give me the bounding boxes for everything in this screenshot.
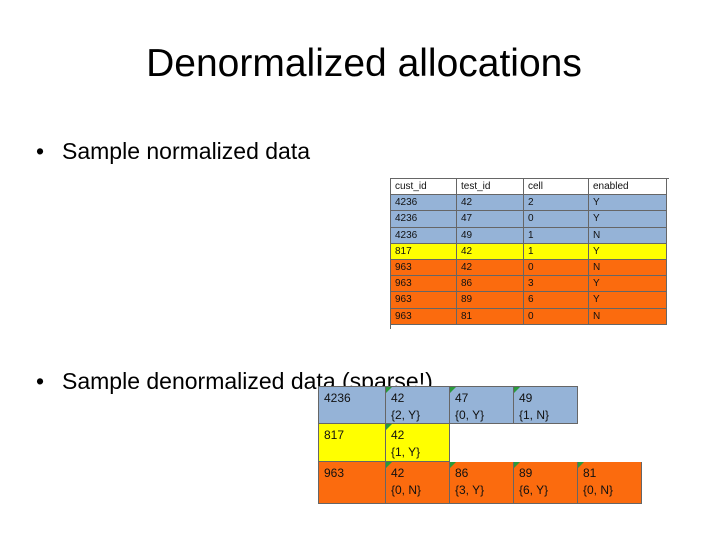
- bullet: Sample normalized data: [36, 138, 310, 165]
- table-cell: 42: [457, 195, 524, 212]
- header-cell: cell: [524, 179, 589, 196]
- slide-title: Denormalized allocations: [146, 42, 582, 85]
- table-cell: Y: [589, 292, 667, 309]
- normalized-table: cust_id test_id cell enabled 4236 42 2 Y 4236 47 0…: [390, 178, 669, 329]
- table-cell: 1: [524, 243, 589, 260]
- test-id: 47: [455, 391, 469, 405]
- test-cell: 42 {1, Y}: [386, 424, 450, 462]
- table-cell: 3: [524, 276, 589, 293]
- cust-cell: 963: [318, 462, 386, 504]
- test-id: 49: [519, 391, 533, 405]
- table-cell: 963: [391, 276, 457, 293]
- test-cell: 81 {0, N}: [578, 462, 642, 504]
- test-id: 86: [455, 466, 469, 480]
- test-value: {1, Y}: [391, 445, 421, 459]
- table-cell: N: [589, 260, 667, 277]
- table-cell: N: [589, 227, 667, 244]
- table-cell: 817: [391, 243, 457, 260]
- table-cell: 4236: [391, 195, 457, 212]
- table-cell: N: [589, 308, 667, 325]
- table-cell: 0: [524, 308, 589, 325]
- table-cell: 49: [457, 227, 524, 244]
- header-cell: enabled: [589, 179, 667, 196]
- test-value: {2, Y}: [391, 408, 421, 422]
- header-cell: test_id: [457, 179, 524, 196]
- table-cell: 963: [391, 260, 457, 277]
- test-cell: 47 {0, Y}: [450, 386, 514, 424]
- table-cell: 2: [524, 195, 589, 212]
- table-cell: Y: [589, 276, 667, 293]
- cust-cell: 4236: [318, 386, 386, 424]
- test-value: {0, N}: [391, 483, 422, 497]
- table-cell: 89: [457, 292, 524, 309]
- test-cell: 42 {0, N}: [386, 462, 450, 504]
- table-cell: 0: [524, 260, 589, 277]
- cust-cell: 817: [318, 424, 386, 462]
- test-cell: 86 {3, Y}: [450, 462, 514, 504]
- table-cell: 86: [457, 276, 524, 293]
- table-cell: 0: [524, 211, 589, 228]
- table-cell: Y: [589, 211, 667, 228]
- test-value: {1, N}: [519, 408, 550, 422]
- test-cell: 89 {6, Y}: [514, 462, 578, 504]
- test-id: 42: [391, 466, 405, 480]
- test-value: {0, Y}: [455, 408, 485, 422]
- test-value: {0, N}: [583, 483, 614, 497]
- header-cell: cust_id: [391, 179, 457, 196]
- test-id: 89: [519, 466, 533, 480]
- table-cell: 4236: [391, 211, 457, 228]
- table-cell: Y: [589, 243, 667, 260]
- test-cell: 49 {1, N}: [514, 386, 578, 424]
- table-cell: 42: [457, 243, 524, 260]
- test-value: {3, Y}: [455, 483, 485, 497]
- table-cell: 42: [457, 260, 524, 277]
- test-value: {6, Y}: [519, 483, 549, 497]
- table-cell: Y: [589, 195, 667, 212]
- table-cell: 1: [524, 227, 589, 244]
- table-cell: 47: [457, 211, 524, 228]
- test-id: 42: [391, 428, 405, 442]
- table-cell: 963: [391, 308, 457, 325]
- test-cell: 42 {2, Y}: [386, 386, 450, 424]
- table-cell: 6: [524, 292, 589, 309]
- table-cell: 81: [457, 308, 524, 325]
- table-cell: 4236: [391, 227, 457, 244]
- test-id: 81: [583, 466, 597, 480]
- denormalized-table: 4236 42 {2, Y} 47 {0, Y} 49 {1, N} 817 42 {1, Y} 9…: [318, 386, 644, 512]
- test-id: 42: [391, 391, 405, 405]
- table-cell: 963: [391, 292, 457, 309]
